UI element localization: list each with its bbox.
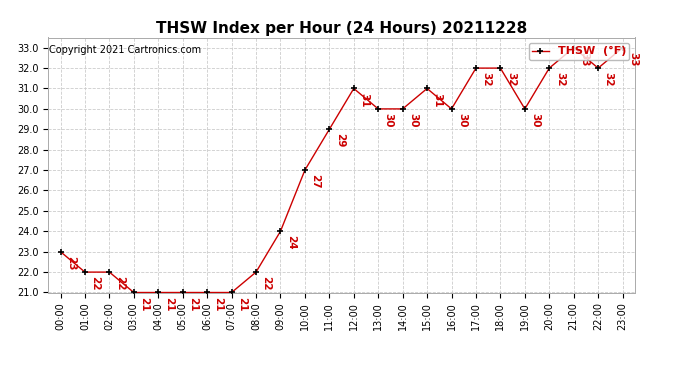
Text: 31: 31 (359, 93, 369, 107)
Text: 33: 33 (580, 52, 589, 66)
Title: THSW Index per Hour (24 Hours) 20211228: THSW Index per Hour (24 Hours) 20211228 (156, 21, 527, 36)
Text: Copyright 2021 Cartronics.com: Copyright 2021 Cartronics.com (50, 45, 201, 55)
Text: 21: 21 (139, 297, 150, 311)
Text: 33: 33 (628, 52, 638, 66)
Text: 30: 30 (457, 113, 467, 128)
Text: 22: 22 (90, 276, 101, 291)
Text: 31: 31 (433, 93, 443, 107)
Text: 22: 22 (115, 276, 125, 291)
Text: 27: 27 (310, 174, 320, 189)
Text: 30: 30 (408, 113, 418, 128)
Text: 21: 21 (164, 297, 174, 311)
Text: 30: 30 (384, 113, 394, 128)
Text: 21: 21 (213, 297, 223, 311)
Text: 21: 21 (188, 297, 198, 311)
Text: 23: 23 (66, 256, 76, 270)
Text: 32: 32 (604, 72, 613, 87)
Legend: THSW  (°F): THSW (°F) (529, 43, 629, 60)
Text: 24: 24 (286, 236, 296, 250)
Text: 32: 32 (506, 72, 516, 87)
Text: 21: 21 (237, 297, 247, 311)
Text: 29: 29 (335, 134, 345, 148)
Text: 32: 32 (482, 72, 491, 87)
Text: 32: 32 (555, 72, 565, 87)
Text: 22: 22 (262, 276, 272, 291)
Text: 30: 30 (531, 113, 540, 128)
